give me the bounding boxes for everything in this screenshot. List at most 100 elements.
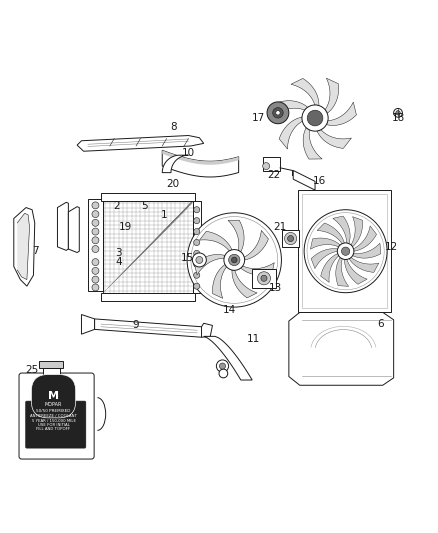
Circle shape	[342, 247, 350, 255]
Bar	[302, 195, 387, 308]
Polygon shape	[336, 257, 349, 286]
Polygon shape	[311, 238, 340, 249]
Circle shape	[92, 268, 99, 274]
Text: 22: 22	[267, 170, 280, 180]
Text: 15: 15	[181, 253, 194, 263]
Circle shape	[92, 211, 99, 217]
Circle shape	[194, 283, 200, 289]
Polygon shape	[317, 223, 344, 244]
Circle shape	[194, 272, 200, 278]
Text: 20: 20	[166, 179, 180, 189]
Circle shape	[194, 229, 200, 235]
Text: 18: 18	[392, 113, 405, 123]
Polygon shape	[81, 314, 95, 334]
Text: 10: 10	[182, 148, 195, 158]
Polygon shape	[194, 255, 225, 275]
Circle shape	[194, 251, 200, 256]
Polygon shape	[201, 323, 212, 337]
Circle shape	[229, 254, 240, 265]
Circle shape	[92, 276, 99, 283]
Circle shape	[267, 102, 289, 124]
Bar	[283, 230, 299, 247]
Polygon shape	[241, 263, 274, 275]
Bar	[103, 201, 193, 293]
Polygon shape	[95, 319, 208, 337]
Polygon shape	[317, 130, 351, 148]
Circle shape	[285, 232, 297, 245]
Bar	[263, 157, 280, 171]
Bar	[101, 293, 195, 301]
Circle shape	[187, 213, 282, 307]
Circle shape	[92, 259, 99, 265]
Ellipse shape	[38, 385, 62, 402]
Bar	[42, 368, 60, 376]
Text: 3: 3	[115, 248, 122, 259]
FancyBboxPatch shape	[25, 401, 86, 448]
Text: 13: 13	[269, 284, 283, 293]
Polygon shape	[351, 216, 363, 247]
Circle shape	[288, 236, 293, 241]
Circle shape	[263, 163, 270, 169]
Text: MOPAR: MOPAR	[45, 402, 62, 407]
Polygon shape	[244, 230, 268, 260]
Bar	[39, 361, 63, 368]
Polygon shape	[289, 312, 394, 385]
Circle shape	[307, 213, 384, 290]
Bar	[101, 193, 195, 201]
Polygon shape	[353, 243, 381, 258]
Text: 1: 1	[161, 210, 168, 220]
Circle shape	[92, 284, 99, 291]
Text: 50/50 PREMIXED: 50/50 PREMIXED	[36, 409, 71, 414]
Text: 8: 8	[170, 122, 177, 132]
Circle shape	[396, 111, 400, 115]
Text: 11: 11	[247, 334, 261, 344]
Circle shape	[194, 239, 200, 246]
Text: 19: 19	[119, 222, 132, 232]
Polygon shape	[325, 78, 339, 114]
Polygon shape	[333, 216, 350, 244]
Bar	[297, 190, 392, 312]
Bar	[252, 269, 276, 288]
Circle shape	[219, 363, 226, 369]
Circle shape	[192, 253, 206, 267]
Text: 17: 17	[252, 113, 265, 123]
Text: FILL AND TOPOFF: FILL AND TOPOFF	[36, 427, 71, 431]
Circle shape	[92, 228, 99, 235]
Polygon shape	[162, 150, 239, 177]
Polygon shape	[291, 78, 319, 106]
Polygon shape	[274, 101, 307, 116]
Circle shape	[224, 249, 245, 270]
Polygon shape	[353, 226, 377, 251]
Text: 12: 12	[385, 242, 398, 252]
Polygon shape	[77, 135, 204, 151]
Text: 16: 16	[313, 176, 326, 187]
Bar	[193, 201, 201, 293]
Polygon shape	[17, 213, 29, 280]
Circle shape	[216, 360, 229, 372]
FancyBboxPatch shape	[19, 373, 94, 459]
Polygon shape	[14, 207, 35, 286]
Polygon shape	[199, 231, 232, 251]
Circle shape	[302, 105, 328, 131]
Text: 9: 9	[133, 320, 139, 330]
Circle shape	[219, 369, 228, 378]
Circle shape	[258, 272, 271, 285]
Polygon shape	[344, 260, 367, 284]
Text: 7: 7	[32, 246, 39, 256]
Circle shape	[92, 246, 99, 253]
Circle shape	[394, 108, 403, 117]
Circle shape	[194, 207, 200, 213]
Polygon shape	[311, 249, 338, 269]
Polygon shape	[204, 336, 252, 380]
Circle shape	[92, 237, 99, 244]
Polygon shape	[162, 150, 239, 165]
Circle shape	[304, 210, 387, 293]
Polygon shape	[293, 171, 315, 190]
Circle shape	[337, 243, 354, 260]
Polygon shape	[88, 199, 103, 290]
Circle shape	[307, 110, 323, 126]
Circle shape	[92, 220, 99, 227]
Polygon shape	[57, 203, 68, 251]
Polygon shape	[162, 155, 188, 173]
Polygon shape	[326, 102, 357, 125]
